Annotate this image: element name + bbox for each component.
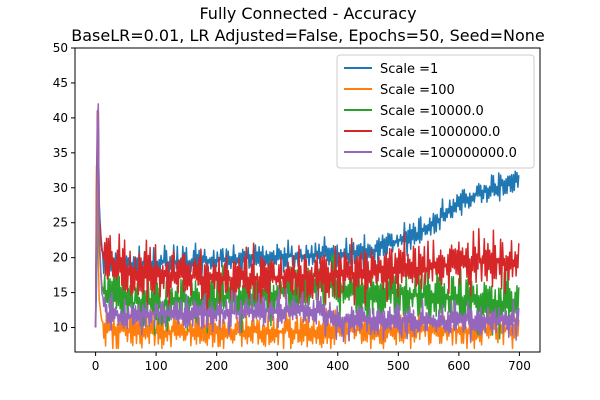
series-line-4	[94, 110, 520, 328]
x-tick-label: 100	[145, 359, 168, 373]
legend-label-1: Scale =1	[380, 62, 438, 77]
y-tick-label: 30	[53, 181, 68, 195]
x-tick-label: 500	[387, 359, 410, 373]
chart-title: Fully Connected - Accuracy	[199, 4, 416, 23]
y-tick-label: 40	[53, 111, 68, 125]
y-tick-label: 15	[53, 286, 68, 300]
x-tick-label: 700	[508, 359, 531, 373]
y-tick-label: 45	[53, 76, 68, 90]
y-tick-label: 20	[53, 251, 68, 265]
series-line-1	[94, 127, 520, 328]
legend-label-4: Scale =1000000.0	[380, 125, 500, 140]
legend-label-5: Scale =100000000.0	[380, 146, 517, 161]
x-tick-label: 300	[266, 359, 289, 373]
legend-label-3: Scale =10000.0	[380, 104, 484, 119]
legend-box	[336, 54, 535, 169]
y-tick-label: 35	[53, 146, 68, 160]
y-tick-label: 10	[53, 321, 68, 335]
series-line-5	[94, 103, 520, 343]
plot-frame	[74, 47, 541, 353]
chart-subtitle: BaseLR=0.01, LR Adjusted=False, Epochs=5…	[71, 26, 544, 45]
legend-label-2: Scale =100	[380, 83, 455, 98]
x-tick-label: 200	[205, 359, 228, 373]
x-tick-label: 400	[326, 359, 349, 373]
x-tick-label: 0	[92, 359, 100, 373]
x-tick-label: 600	[447, 359, 470, 373]
y-tick-label: 25	[53, 216, 68, 230]
y-tick-label: 50	[53, 41, 68, 55]
